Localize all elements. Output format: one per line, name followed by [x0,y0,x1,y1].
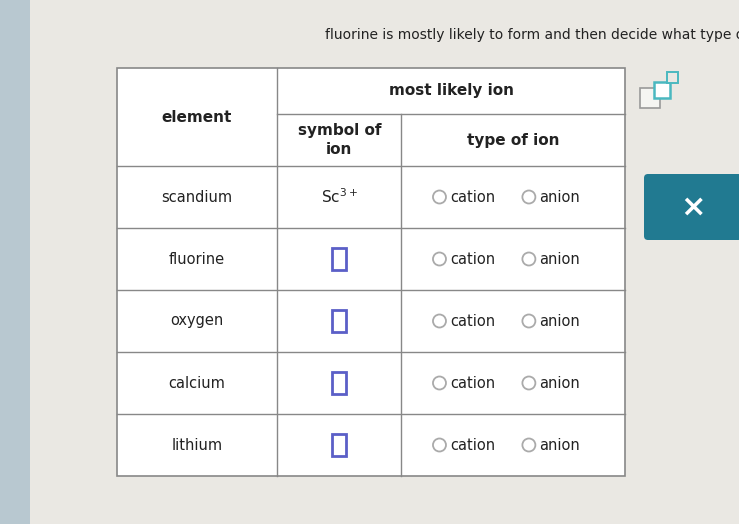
Text: anion: anion [539,313,580,329]
Text: cation: cation [450,252,495,267]
Bar [333,248,347,270]
Text: scandium: scandium [161,190,233,204]
Text: fluorine: fluorine [169,252,225,267]
Text: anion: anion [539,438,580,453]
Text: type of ion: type of ion [467,133,559,147]
FancyBboxPatch shape [644,174,739,240]
Text: cation: cation [450,376,495,390]
FancyBboxPatch shape [738,174,739,240]
Bar [333,434,347,456]
Text: anion: anion [539,376,580,390]
Text: most likely ion: most likely ion [389,83,514,99]
Text: fluorine is mostly likely to form and then decide what type of i: fluorine is mostly likely to form and th… [325,28,739,42]
Bar [0,0,30,524]
Text: Sc$^{3+}$: Sc$^{3+}$ [321,188,358,206]
Text: anion: anion [539,190,580,204]
Bar [117,68,625,476]
Text: element: element [162,110,232,125]
Bar [333,310,347,332]
Text: calcium: calcium [168,376,225,390]
Bar [654,82,670,98]
Bar [333,372,347,394]
Text: cation: cation [450,190,495,204]
Text: anion: anion [539,252,580,267]
Text: cation: cation [450,438,495,453]
Text: oxygen: oxygen [171,313,224,329]
Text: lithium: lithium [171,438,222,453]
Text: symbol of
ion: symbol of ion [298,123,381,157]
Bar [640,88,660,108]
Bar [667,72,678,83]
Text: cation: cation [450,313,495,329]
Text: ×: × [681,192,706,222]
